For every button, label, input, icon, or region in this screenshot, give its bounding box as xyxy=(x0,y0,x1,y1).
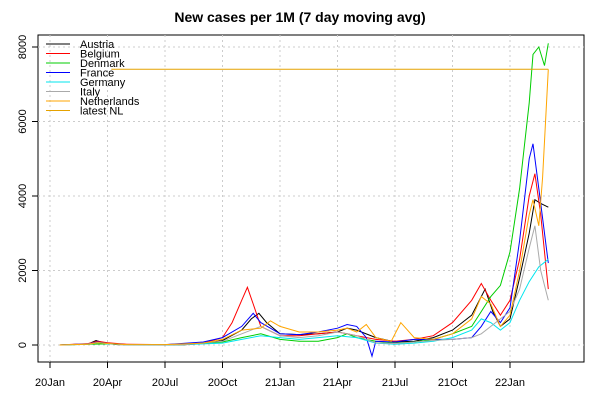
y-tick-label: 2000 xyxy=(17,258,29,282)
legend-label-denmark: Denmark xyxy=(80,58,125,70)
x-tick-label: 22Jan xyxy=(495,377,525,389)
chart-title: New cases per 1M (7 day moving avg) xyxy=(174,9,425,25)
series-group xyxy=(59,43,549,359)
legend-label-netherlands: Netherlands xyxy=(80,96,140,108)
y-tick-label: 8000 xyxy=(17,35,29,59)
legend-label-germany: Germany xyxy=(80,77,126,89)
x-tick-label: 20Oct xyxy=(208,377,237,389)
x-tick-label: 21Apr xyxy=(323,377,353,389)
x-axis: 20Jan 20Apr 20Jul 20Oct 21Jan 21Apr 21Jul 21Oct… xyxy=(35,361,525,389)
series-line-france xyxy=(59,143,549,359)
legend-label-belgium: Belgium xyxy=(80,49,120,61)
y-axis: 0 2000 4000 6000 8000 xyxy=(17,35,38,348)
series-line-netherlands xyxy=(59,69,549,346)
legend-label-italy: Italy xyxy=(80,87,101,99)
series-line-austria xyxy=(59,198,549,346)
series-line-belgium xyxy=(59,173,549,346)
x-tick-label: 20Apr xyxy=(93,377,123,389)
y-tick-label: 6000 xyxy=(17,109,29,133)
x-tick-label: 21Jul xyxy=(382,377,408,389)
legend-label-latest-nl: latest NL xyxy=(80,106,123,118)
legend: AustriaBelgiumDenmarkFranceGermanyItalyN… xyxy=(46,39,140,118)
legend-label-france: France xyxy=(80,68,114,80)
series-line-denmark xyxy=(59,43,549,346)
y-tick-label: 0 xyxy=(17,342,29,348)
y-tick-label: 4000 xyxy=(17,184,29,208)
x-tick-label: 21Oct xyxy=(438,377,467,389)
x-tick-label: 21Jan xyxy=(265,377,295,389)
x-tick-label: 20Jan xyxy=(35,377,65,389)
legend-label-austria: Austria xyxy=(80,39,115,51)
x-tick-label: 20Jul xyxy=(152,377,178,389)
series-line-italy xyxy=(59,225,549,346)
